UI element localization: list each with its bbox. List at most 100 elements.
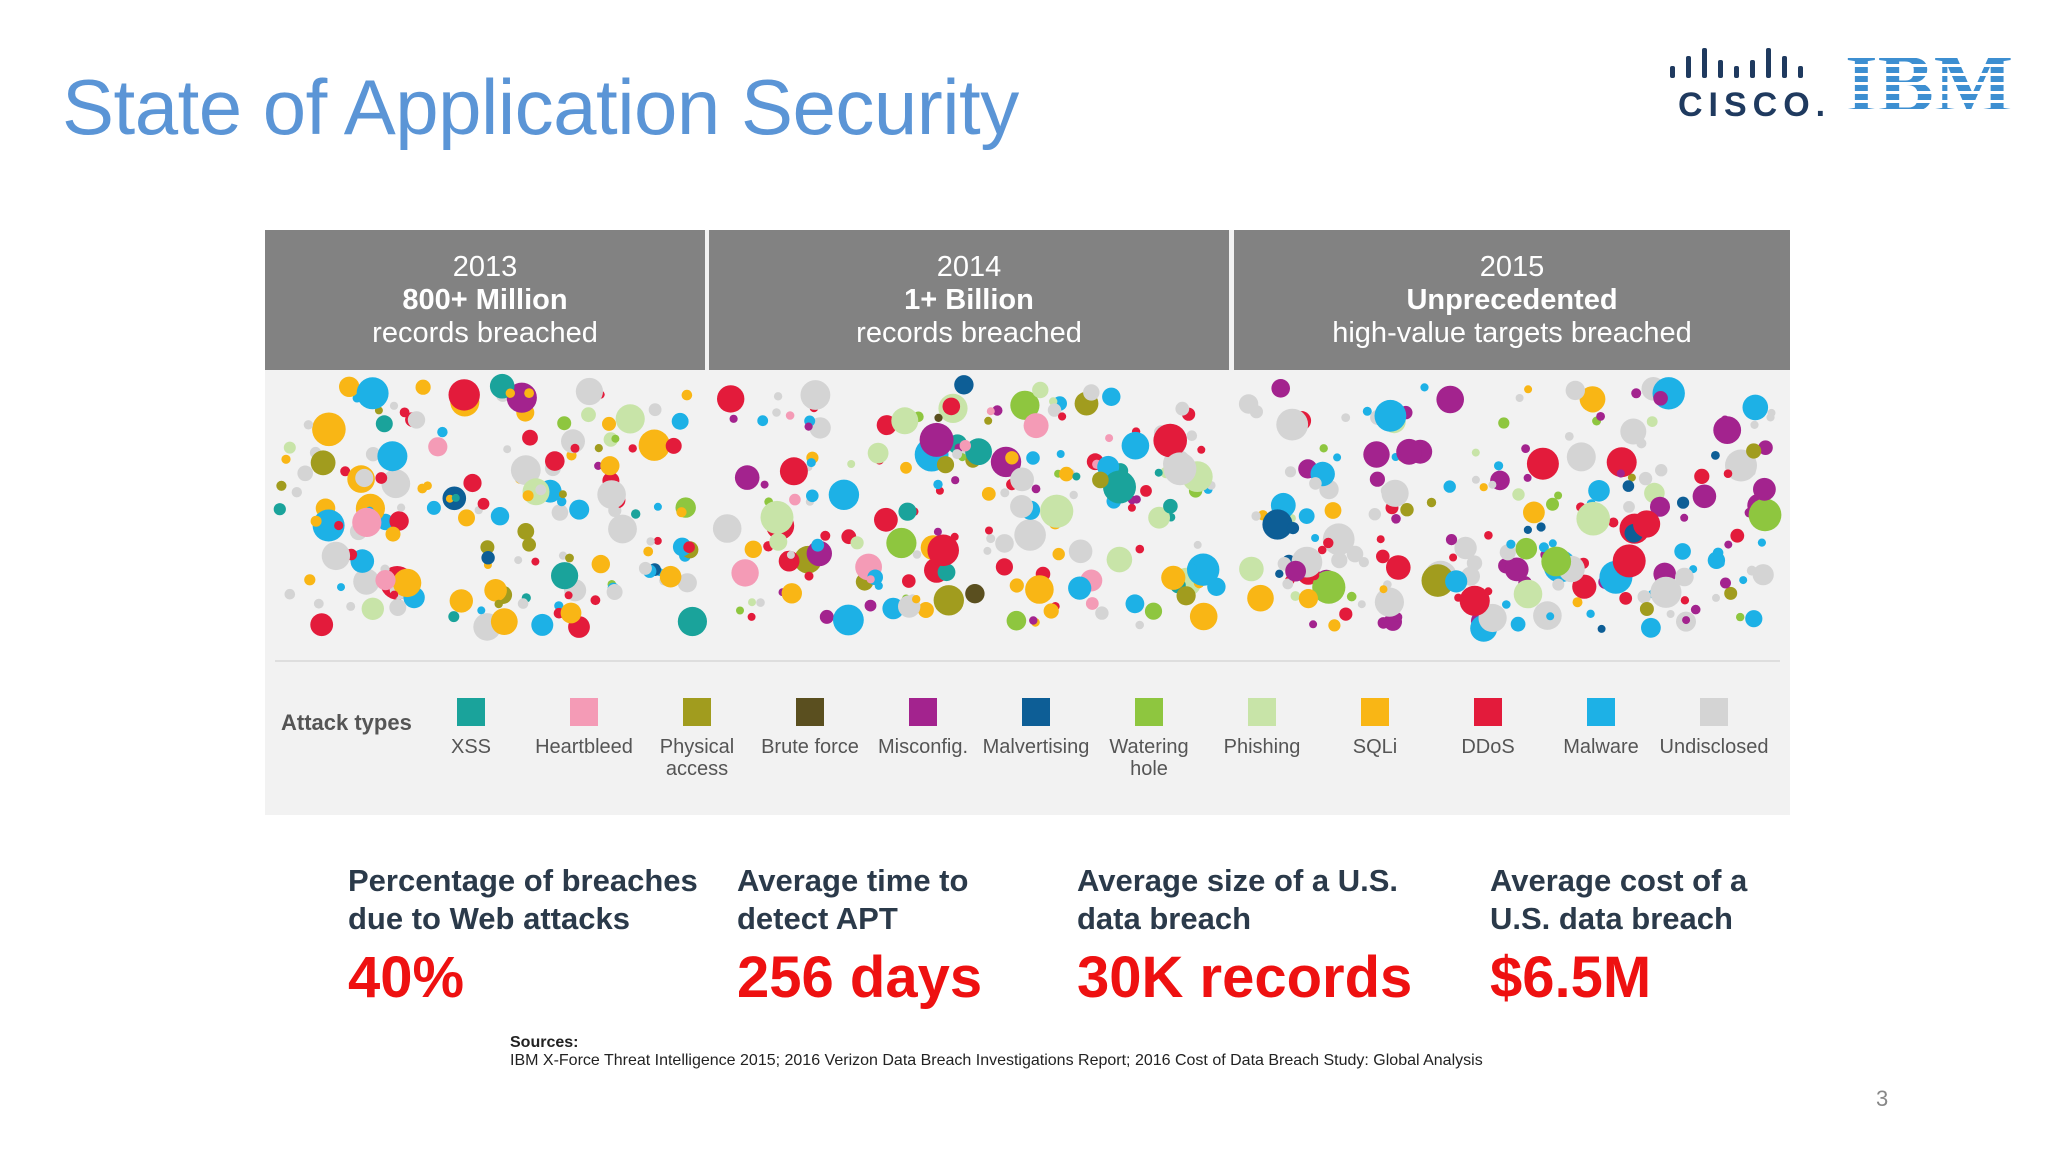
- breach-bubble: [1506, 539, 1516, 549]
- breach-bubble: [1484, 531, 1493, 540]
- breach-bubble: [517, 598, 529, 609]
- legend-swatch: [1474, 698, 1502, 726]
- breach-bubble: [484, 579, 507, 602]
- breach-bubble: [965, 438, 992, 466]
- breach-bubble: [1554, 491, 1563, 500]
- year-label: 2015: [1479, 250, 1545, 283]
- breach-bubble: [1655, 464, 1668, 477]
- breach-bubble: [426, 500, 441, 515]
- stat-label: Average cost of a U.S. data breach: [1490, 863, 1748, 936]
- breach-bubble: [381, 469, 411, 499]
- breach-bubble: [1515, 394, 1524, 402]
- breach-bubble: [291, 487, 302, 498]
- breach-bubble: [886, 527, 917, 559]
- legend-swatch: [1587, 698, 1615, 726]
- breach-bubble: [1597, 624, 1606, 633]
- breach-bubble: [361, 597, 384, 620]
- breach-bubble: [514, 556, 523, 565]
- breach-bubble: [1572, 574, 1597, 599]
- breach-bubble: [377, 441, 408, 472]
- breach-bubble: [1564, 432, 1574, 441]
- breach-bubble: [1466, 555, 1483, 571]
- breach-bubble: [339, 376, 360, 397]
- stat-breach-cost: Average cost of a U.S. data breach $6.5M: [1490, 862, 1810, 1011]
- breach-bubble: [1239, 556, 1264, 582]
- breach-bubble: [1627, 473, 1636, 482]
- breach-bubble: [535, 484, 547, 496]
- breach-bubble: [779, 457, 808, 486]
- breach-bubble: [811, 538, 825, 552]
- breach-bubble: [1538, 542, 1549, 553]
- stat-detect-apt: Average time to detect APT 256 days: [737, 862, 1017, 1011]
- legend-label: Physical access: [659, 736, 735, 780]
- breach-bubble: [522, 490, 534, 502]
- breach-bubble: [602, 416, 616, 431]
- breach-bubble: [933, 585, 964, 616]
- breach-bubble: [1328, 619, 1341, 632]
- breach-bubble: [1386, 555, 1411, 580]
- breach-bubble: [448, 379, 480, 411]
- year-header-2013: 2013 800+ Million records breached: [265, 230, 705, 370]
- legend-swatch: [1022, 698, 1050, 726]
- breach-bubble: [1309, 620, 1318, 629]
- breach-bubble: [1391, 514, 1401, 524]
- breach-bubble: [734, 465, 760, 490]
- breach-bubble: [517, 523, 535, 540]
- breach-bubble: [1552, 578, 1565, 591]
- breach-bubble: [866, 575, 875, 584]
- breach-bubble: [389, 511, 409, 531]
- breach-bubble: [1682, 616, 1691, 625]
- breach-bubble: [1758, 440, 1773, 455]
- breach-bubble: [1052, 547, 1065, 561]
- legend-label: DDoS: [1461, 736, 1515, 758]
- breach-bubble: [638, 429, 670, 461]
- breach-bubble: [1047, 403, 1062, 417]
- legend-label: Brute force: [761, 736, 859, 758]
- breach-bubble: [545, 451, 565, 471]
- breach-bubble: [449, 589, 473, 613]
- breach-bubble: [828, 479, 860, 510]
- breach-bubble: [912, 595, 921, 604]
- breach-bubble: [1622, 480, 1635, 492]
- breach-bubble: [1014, 519, 1046, 551]
- breach-bubble: [927, 534, 959, 567]
- legend-swatch: [683, 698, 711, 726]
- breach-bubble: [399, 407, 410, 418]
- breach-bubble: [1083, 384, 1100, 401]
- breach-bubble: [1324, 502, 1342, 519]
- breach-bubble: [1653, 391, 1668, 406]
- breach-bubble: [1251, 511, 1261, 521]
- stat-label: Percentage of breaches due to Web attack…: [348, 863, 698, 936]
- year-subtitle: records breached: [856, 316, 1082, 349]
- breach-bubble: [1498, 417, 1510, 429]
- breach-bubble: [942, 397, 961, 416]
- breach-bubble: [276, 480, 287, 491]
- breach-bubble: [756, 598, 765, 607]
- breach-bubble: [304, 574, 316, 586]
- breach-bubble: [1175, 401, 1190, 416]
- breach-bubble: [676, 507, 687, 518]
- breach-bubble: [1187, 563, 1197, 574]
- breach-bubble: [1523, 525, 1532, 534]
- breach-bubble: [919, 422, 954, 457]
- breach-bubble: [1010, 390, 1040, 420]
- breach-bubble: [273, 503, 286, 516]
- breach-bubble: [1582, 391, 1604, 413]
- breach-bubble: [744, 540, 762, 558]
- breach-bubble: [445, 494, 454, 503]
- breach-bubble: [1720, 577, 1731, 589]
- breach-bubble: [951, 476, 960, 485]
- breach-bubble: [1639, 602, 1654, 616]
- breach-bubble: [785, 411, 795, 420]
- breach-bubble: [1513, 579, 1543, 609]
- breach-bubble: [407, 411, 426, 429]
- breach-bubble: [648, 403, 662, 417]
- breach-bubble: [1515, 537, 1538, 560]
- breach-bubble: [1420, 383, 1429, 392]
- breach-bubble: [954, 375, 974, 395]
- breach-bubble: [557, 416, 572, 431]
- breach-bubble: [898, 502, 917, 521]
- page-number: 3: [1876, 1086, 1889, 1111]
- breach-bubble: [995, 558, 1014, 576]
- breach-bubble: [789, 493, 801, 506]
